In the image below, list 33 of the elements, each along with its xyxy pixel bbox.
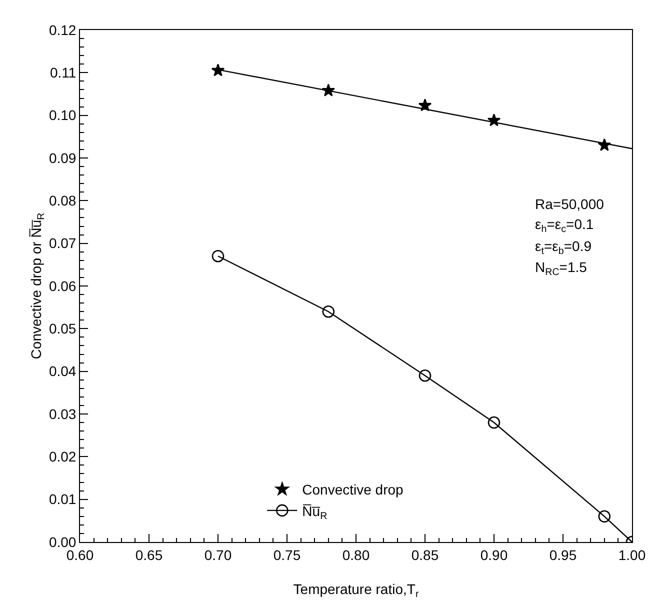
- y-tick-label: 0.02: [48, 448, 76, 465]
- y-tick-label: 0.12: [48, 22, 76, 38]
- point: [488, 416, 500, 429]
- y-tick-label: 0.06: [48, 278, 76, 294]
- y-tick-label: 0.07: [48, 235, 76, 252]
- annotation: Ra=50,000: [535, 196, 604, 212]
- annotation: ε$_{t}$=ε$_{b}$=0.9: [535, 238, 592, 257]
- legend-label: N̅u̅$_{R}$: [302, 502, 328, 522]
- x-tick-label: 0.80: [342, 546, 370, 563]
- y-tick-label: 0.11: [50, 64, 76, 81]
- y-tick-label: 0.03: [48, 406, 76, 422]
- point: [418, 369, 432, 382]
- y-tick-label: 0.09: [48, 150, 76, 166]
- y-tick-label: 0.01: [48, 491, 76, 508]
- y-tick-label: 0.05: [48, 320, 76, 337]
- y-tick-label: 0.08: [48, 192, 76, 209]
- annotation: N$_{RC}$=1.5: [535, 259, 588, 278]
- point: [211, 64, 225, 76]
- point: [322, 305, 335, 318]
- x-tick-label: 0.90: [480, 546, 508, 563]
- point: [598, 510, 611, 523]
- x-tick-label: 1.00: [618, 546, 646, 563]
- x-tick-label: 0.75: [273, 546, 301, 563]
- x-tick-label: 0.95: [549, 546, 577, 563]
- y-tick-label: 0.04: [48, 363, 76, 380]
- x-tick-label: 0.85: [411, 546, 439, 563]
- x-tick-label: 0.65: [135, 546, 163, 563]
- y-tick-label: 0.10: [48, 107, 76, 124]
- annotation: ε$_{h}$=ε$_{c}$=0.1: [535, 216, 594, 235]
- legend-label: Convective drop: [302, 482, 404, 498]
- x-tick-label: 0.70: [204, 546, 232, 563]
- x-axis-title: Temperature ratio,T$_{r}$: [293, 581, 420, 600]
- point: [212, 250, 224, 262]
